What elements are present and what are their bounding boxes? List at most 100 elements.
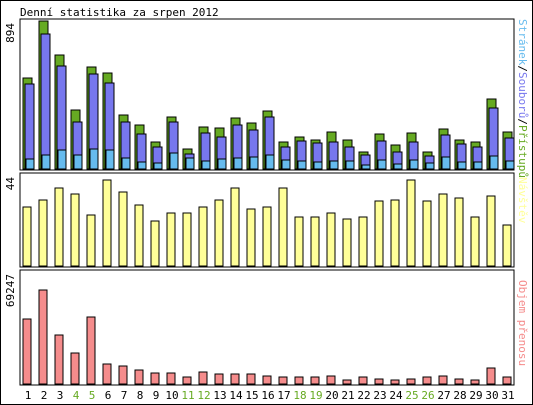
bar-kbytes-day-8	[134, 369, 144, 385]
bar-pages-day-15	[249, 156, 259, 170]
x-tick-label-day-9: 9	[153, 389, 160, 402]
bar-visits-day-27	[438, 193, 448, 267]
bar-pages-day-31	[505, 160, 515, 170]
bar-pages-day-30	[489, 155, 499, 170]
x-tick-label-day-19: 19	[309, 389, 322, 402]
legend-part: Souborů	[516, 72, 529, 118]
legend-part: Přístupů	[516, 125, 529, 178]
bar-kbytes-day-27	[438, 375, 448, 385]
bars-visits	[22, 179, 512, 267]
bar-visits-day-7	[118, 191, 128, 267]
legend-part: /	[516, 118, 529, 125]
bar-pages-day-23	[377, 159, 387, 170]
legend-visits: Návštěv	[516, 177, 529, 224]
legend-top: Stránek/Souborů/Přístupů	[516, 19, 529, 178]
x-tick-label-day-20: 20	[325, 389, 338, 402]
bar-visits-day-2	[38, 199, 48, 267]
ymax-label-top: 894	[4, 23, 17, 43]
bar-kbytes-day-23	[374, 378, 384, 385]
bar-visits-day-20	[326, 212, 336, 267]
x-tick-label-day-1: 1	[25, 389, 32, 402]
bar-kbytes-day-26	[422, 376, 432, 385]
bar-kbytes-day-3	[54, 334, 64, 385]
x-tick-label-day-21: 21	[341, 389, 354, 402]
bar-kbytes-day-16	[262, 375, 272, 385]
bars-hits-files-pages	[22, 20, 515, 170]
x-tick-label-day-10: 10	[165, 389, 178, 402]
panel-kbytes: 69247 Objem přenosu	[4, 269, 529, 386]
x-tick-label-day-15: 15	[245, 389, 258, 402]
ymax-label-middle: 44	[4, 177, 17, 191]
plot-area-bottom	[19, 269, 515, 386]
bar-kbytes-day-31	[502, 376, 512, 385]
bar-visits-day-16	[262, 206, 272, 267]
bar-pages-day-29	[473, 161, 483, 170]
bar-pages-day-12	[201, 160, 211, 170]
x-tick-label-day-7: 7	[121, 389, 128, 402]
bar-kbytes-day-15	[246, 373, 256, 385]
legend-part: /	[516, 65, 529, 72]
x-tick-label-day-28: 28	[453, 389, 466, 402]
bar-pages-day-7	[121, 157, 131, 170]
bar-visits-day-10	[166, 212, 176, 267]
legend-bottom: Objem přenosu	[516, 280, 529, 366]
bar-pages-day-5	[89, 148, 99, 170]
bar-visits-day-29	[470, 216, 480, 267]
x-tick-label-day-12: 12	[197, 389, 210, 402]
x-tick-label-day-11: 11	[181, 389, 194, 402]
bar-kbytes-day-10	[166, 372, 176, 385]
bar-kbytes-day-1	[22, 318, 32, 385]
bar-kbytes-day-24	[390, 379, 400, 385]
bar-visits-day-18	[294, 216, 304, 267]
bar-pages-day-8	[137, 161, 147, 170]
x-tick-label-day-14: 14	[229, 389, 243, 402]
bar-kbytes-day-21	[342, 379, 352, 385]
bar-kbytes-day-5	[86, 316, 96, 385]
bar-pages-day-26	[425, 162, 435, 170]
bar-kbytes-day-12	[198, 371, 208, 385]
bar-pages-day-16	[265, 154, 275, 170]
bar-pages-day-4	[73, 154, 83, 170]
x-tick-label-day-30: 30	[485, 389, 498, 402]
bar-files-day-2	[40, 33, 51, 170]
bar-visits-day-25	[406, 179, 416, 267]
bar-kbytes-day-28	[454, 378, 464, 385]
x-tick-label-day-17: 17	[277, 389, 290, 402]
legend-kbytes: Objem přenosu	[516, 280, 529, 366]
bar-pages-day-25	[409, 159, 419, 170]
x-axis-day-labels: 1 2 3 4 5 6 7 8 9 10 11 12 13 14 15 16 17 18 19 20 21 22 23 24 2…	[25, 389, 515, 402]
x-tick-label-day-25: 25	[405, 389, 418, 402]
x-tick-label-day-2: 2	[41, 389, 48, 402]
bar-pages-day-1	[25, 158, 35, 170]
bar-pages-day-6	[105, 149, 115, 170]
bar-visits-day-4	[70, 193, 80, 267]
bar-visits-day-31	[502, 224, 512, 267]
bar-kbytes-day-2	[38, 289, 48, 385]
bar-visits-day-5	[86, 214, 96, 267]
x-tick-label-day-3: 3	[57, 389, 64, 402]
bar-kbytes-day-22	[358, 376, 368, 385]
bar-visits-day-13	[214, 199, 224, 267]
x-tick-label-day-13: 13	[213, 389, 226, 402]
x-tick-label-day-29: 29	[469, 389, 482, 402]
x-tick-label-day-4: 4	[73, 389, 80, 402]
bar-visits-day-15	[246, 208, 256, 267]
x-tick-label-day-8: 8	[137, 389, 144, 402]
bars-kbytes	[22, 289, 512, 385]
bar-kbytes-day-4	[70, 352, 80, 385]
bar-kbytes-day-14	[230, 373, 240, 385]
bar-kbytes-day-13	[214, 373, 224, 385]
bar-kbytes-day-19	[310, 376, 320, 385]
bar-visits-day-3	[54, 187, 64, 267]
x-tick-label-day-22: 22	[357, 389, 370, 402]
x-tick-label-day-27: 27	[437, 389, 450, 402]
bar-visits-day-19	[310, 216, 320, 267]
bar-visits-day-1	[22, 206, 32, 267]
bar-pages-day-19	[313, 161, 323, 170]
bar-kbytes-day-7	[118, 365, 128, 385]
bar-pages-day-24	[393, 163, 403, 170]
bar-pages-day-3	[57, 149, 67, 170]
bar-pages-day-28	[457, 161, 467, 170]
bar-visits-day-23	[374, 200, 384, 267]
